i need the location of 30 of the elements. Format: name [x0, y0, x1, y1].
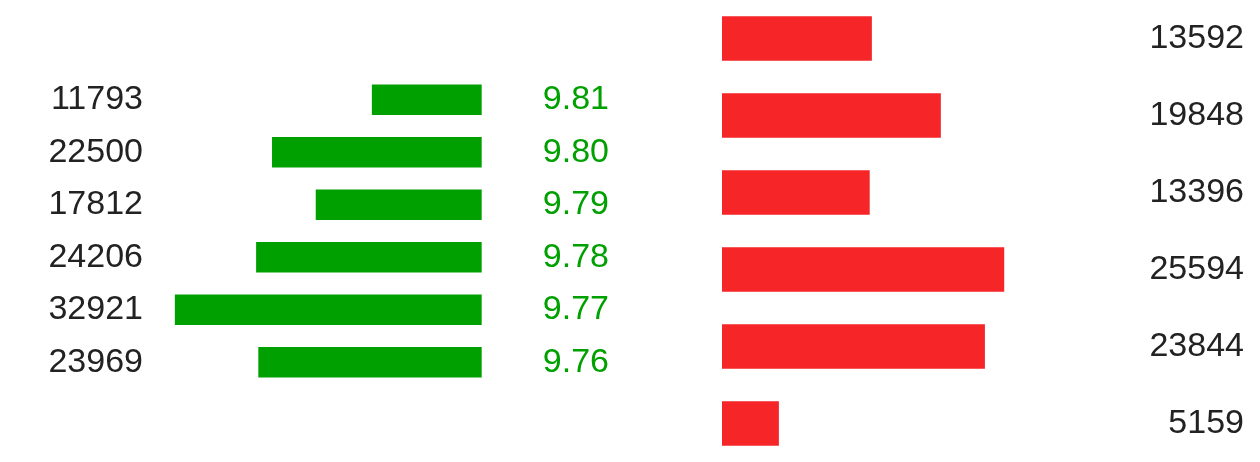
data-label: 13592: [1149, 16, 1244, 55]
data-label: 11793: [50, 78, 143, 117]
y-tick-label: 9.81: [542, 78, 610, 117]
bar: [722, 170, 870, 215]
bar: [722, 401, 779, 446]
data-label: 22500: [48, 130, 143, 169]
data-label: 24206: [48, 235, 143, 274]
y-tick-label: 9.77: [542, 288, 610, 327]
bar: [722, 247, 1005, 292]
data-label: 19848: [1149, 93, 1244, 132]
bar: [722, 93, 941, 138]
bar: [722, 16, 872, 61]
y-tick-label: 9.80: [542, 130, 610, 169]
y-tick-label: 9.78: [542, 235, 610, 274]
data-label: 23844: [1149, 324, 1244, 363]
data-label: 17812: [48, 183, 143, 222]
bar: [371, 84, 482, 115]
bar: [256, 242, 482, 273]
bar: [272, 136, 482, 168]
y-tick-label: 9.79: [542, 183, 610, 222]
data-label: 32921: [48, 288, 143, 327]
y-tick-label: 9.76: [542, 340, 610, 379]
bar: [315, 189, 482, 220]
data-label: 5159: [1168, 401, 1244, 440]
bar: [722, 324, 985, 369]
data-label: 25594: [1149, 247, 1244, 286]
bar: [174, 294, 482, 326]
data-label: 23969: [48, 340, 143, 379]
bar: [258, 347, 482, 378]
data-label: 13396: [1149, 170, 1244, 209]
